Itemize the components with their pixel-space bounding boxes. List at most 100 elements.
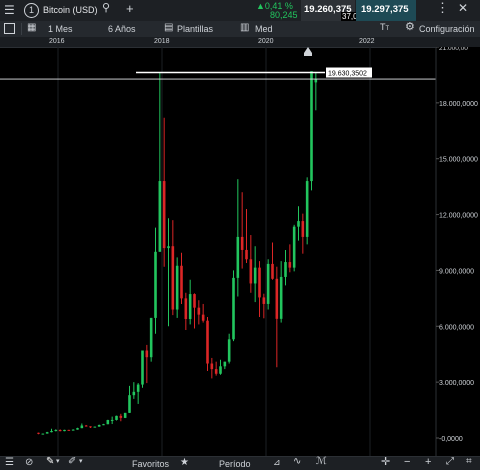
bid-price: 19.260,375 xyxy=(304,4,352,15)
period-selector[interactable]: 1 Mes xyxy=(48,24,73,34)
candle-body xyxy=(314,79,318,83)
chart-type-icon[interactable]: ▦ xyxy=(27,22,37,33)
candle-body xyxy=(245,249,248,260)
chevron-down-icon[interactable]: ▾ xyxy=(56,458,60,465)
candle-body xyxy=(193,294,196,308)
brush-icon[interactable]: ✐ xyxy=(68,456,77,467)
more-options-icon[interactable]: ⋮ xyxy=(436,0,449,15)
favorites-button[interactable]: Favoritos xyxy=(132,459,170,469)
candle-body xyxy=(171,246,175,310)
zoom-in-icon[interactable]: + xyxy=(425,456,432,468)
range-selector[interactable]: 6 Años xyxy=(108,24,136,34)
candle-body xyxy=(158,181,162,252)
candle-body xyxy=(76,428,79,430)
candle-body xyxy=(219,366,222,374)
menu-icon[interactable]: ☰ xyxy=(4,3,15,17)
year-label: 2020 xyxy=(258,38,274,45)
candle-body xyxy=(132,391,136,396)
crosshair-icon[interactable]: ✛ xyxy=(381,456,391,468)
candle-body xyxy=(97,424,101,427)
settings-button[interactable]: Configuración xyxy=(419,24,475,34)
top-bar: ☰ 1 Bitcoin (USD) ⚲ + ▲0,41 % 80,245 19.… xyxy=(0,0,480,22)
text-size-icon[interactable]: TT xyxy=(380,22,390,33)
layout-icon[interactable] xyxy=(4,23,15,34)
change-percent: ▲0,41 % xyxy=(256,1,293,11)
candle-body xyxy=(41,433,45,435)
instrument-name[interactable]: Bitcoin (USD) xyxy=(43,5,98,15)
y-tick-label: 9.000,0000 xyxy=(439,268,474,275)
candle-body xyxy=(102,424,105,426)
grid-view-icon[interactable]: ⌗ xyxy=(466,456,472,467)
latest-marker-base xyxy=(304,53,312,56)
high-marker-label: 19.630,3502 xyxy=(328,71,367,78)
y-tick-label: 12.000,0000 xyxy=(439,213,478,220)
candle-body xyxy=(162,181,166,249)
spread-value: 37,000 xyxy=(341,12,368,21)
fullscreen-icon[interactable]: ⤢ xyxy=(446,456,454,467)
year-label: 2022 xyxy=(359,38,375,45)
candle-body xyxy=(45,432,49,434)
change-absolute: 80,245 xyxy=(270,10,298,20)
candlestick-chart[interactable]: 19.630,350219.278,8750 21.000,0018.000,0… xyxy=(0,45,480,456)
chart-toolbar: ▦ 1 Mes 6 Años ▤ Plantillas ▥ Med TT ⚙ C… xyxy=(0,21,480,38)
latest-marker-icon[interactable] xyxy=(304,47,312,53)
candle-body xyxy=(206,320,209,364)
candle-body xyxy=(89,426,92,428)
candle-body xyxy=(149,317,153,358)
candle-body xyxy=(119,415,123,418)
y-tick-label: 21.000,00 xyxy=(439,47,468,52)
candle-body xyxy=(128,395,131,413)
templates-icon: ▤ xyxy=(164,22,174,33)
candle-body xyxy=(123,412,127,418)
pencil-icon[interactable]: ✎ xyxy=(46,456,55,467)
candle-body xyxy=(184,298,188,320)
indicator-icon[interactable]: ℳ xyxy=(316,456,327,467)
candle-body xyxy=(210,363,214,370)
ask-price-box[interactable]: 19.297,375 xyxy=(356,0,416,21)
candle-body xyxy=(197,307,201,315)
candle-body xyxy=(175,265,179,310)
candle-body xyxy=(136,384,140,392)
candle-body xyxy=(145,350,149,358)
no-symbol-icon[interactable]: ⊘ xyxy=(25,457,34,468)
candle-body xyxy=(54,429,58,431)
templates-button[interactable]: Plantillas xyxy=(177,24,214,34)
search-icon[interactable]: ⚲ xyxy=(102,2,111,14)
star-icon[interactable]: ★ xyxy=(180,457,189,468)
candle-body xyxy=(63,429,66,432)
info-icon[interactable]: 1 xyxy=(24,3,39,18)
candle-body xyxy=(288,262,292,268)
candle-body xyxy=(301,221,305,237)
candle-body xyxy=(201,314,205,321)
candle-body xyxy=(310,71,313,182)
fx-icon[interactable]: ∿ xyxy=(293,456,302,467)
y-tick-label: 15.000,0000 xyxy=(439,157,478,164)
y-tick-label: 6.000,0000 xyxy=(439,324,474,331)
menu-icon[interactable]: ☰ xyxy=(5,457,14,468)
add-tab-icon[interactable]: + xyxy=(126,1,134,16)
ask-price: 19.297,375 xyxy=(361,4,409,15)
candle-body xyxy=(284,262,287,277)
candle-body xyxy=(253,267,257,284)
candle-body xyxy=(266,263,270,304)
price-chart[interactable]: 19.630,350219.278,8750 21.000,0018.000,0… xyxy=(0,45,480,456)
zoom-out-icon[interactable]: − xyxy=(404,456,411,468)
candle-body xyxy=(305,181,309,237)
time-axis-top: 2016 2018 2020 2022 xyxy=(0,37,480,48)
candle-body xyxy=(275,278,279,319)
measure-icon[interactable]: ⊿ xyxy=(273,457,281,467)
period-button[interactable]: Período xyxy=(219,459,251,469)
candle-body xyxy=(50,430,53,433)
candle-body xyxy=(232,277,235,340)
indicator-icon: ▥ xyxy=(240,22,250,33)
y-axis-panel xyxy=(436,47,480,456)
close-icon[interactable]: ✕ xyxy=(458,1,469,15)
candle-body xyxy=(236,236,240,278)
chevron-down-icon[interactable]: ▾ xyxy=(79,458,83,465)
year-label: 2016 xyxy=(49,38,65,45)
candle-body xyxy=(115,415,118,420)
candle-body xyxy=(141,350,144,385)
gear-icon[interactable]: ⚙ xyxy=(405,21,415,33)
average-button[interactable]: Med xyxy=(255,24,273,34)
candle-body xyxy=(110,419,114,421)
